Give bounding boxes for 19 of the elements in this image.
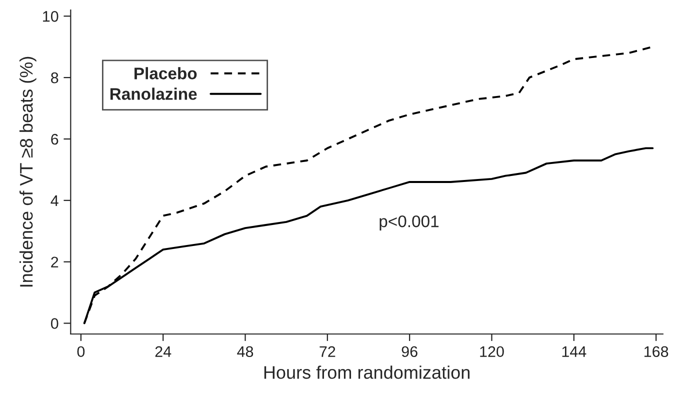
y-tick-label: 10 (43, 11, 58, 22)
x-tick-label: 72 (320, 346, 336, 357)
x-axis-title: Hours from randomization (264, 366, 470, 379)
legend-label: Placebo (134, 67, 197, 80)
y-tick-label: 0 (50, 318, 58, 329)
x-tick-label: 120 (480, 346, 504, 358)
y-tick-label: 2 (51, 256, 58, 268)
y-tick-label: 8 (51, 72, 58, 84)
x-tick-label: 0 (77, 346, 85, 358)
x-tick-label: 48 (237, 346, 254, 358)
x-tick-label: 144 (562, 346, 586, 357)
y-tick-label: 4 (50, 195, 58, 206)
x-tick-label: 168 (644, 346, 668, 358)
y-axis-title: Incidence of VT ≥8 beats (%) (19, 56, 36, 287)
x-tick-label: 24 (155, 346, 172, 357)
annotation: p<0.001 (380, 215, 439, 231)
y-tick-label: 6 (51, 134, 58, 145)
legend-label: Ranolazine (110, 88, 197, 100)
x-tick-label: 96 (402, 346, 418, 358)
